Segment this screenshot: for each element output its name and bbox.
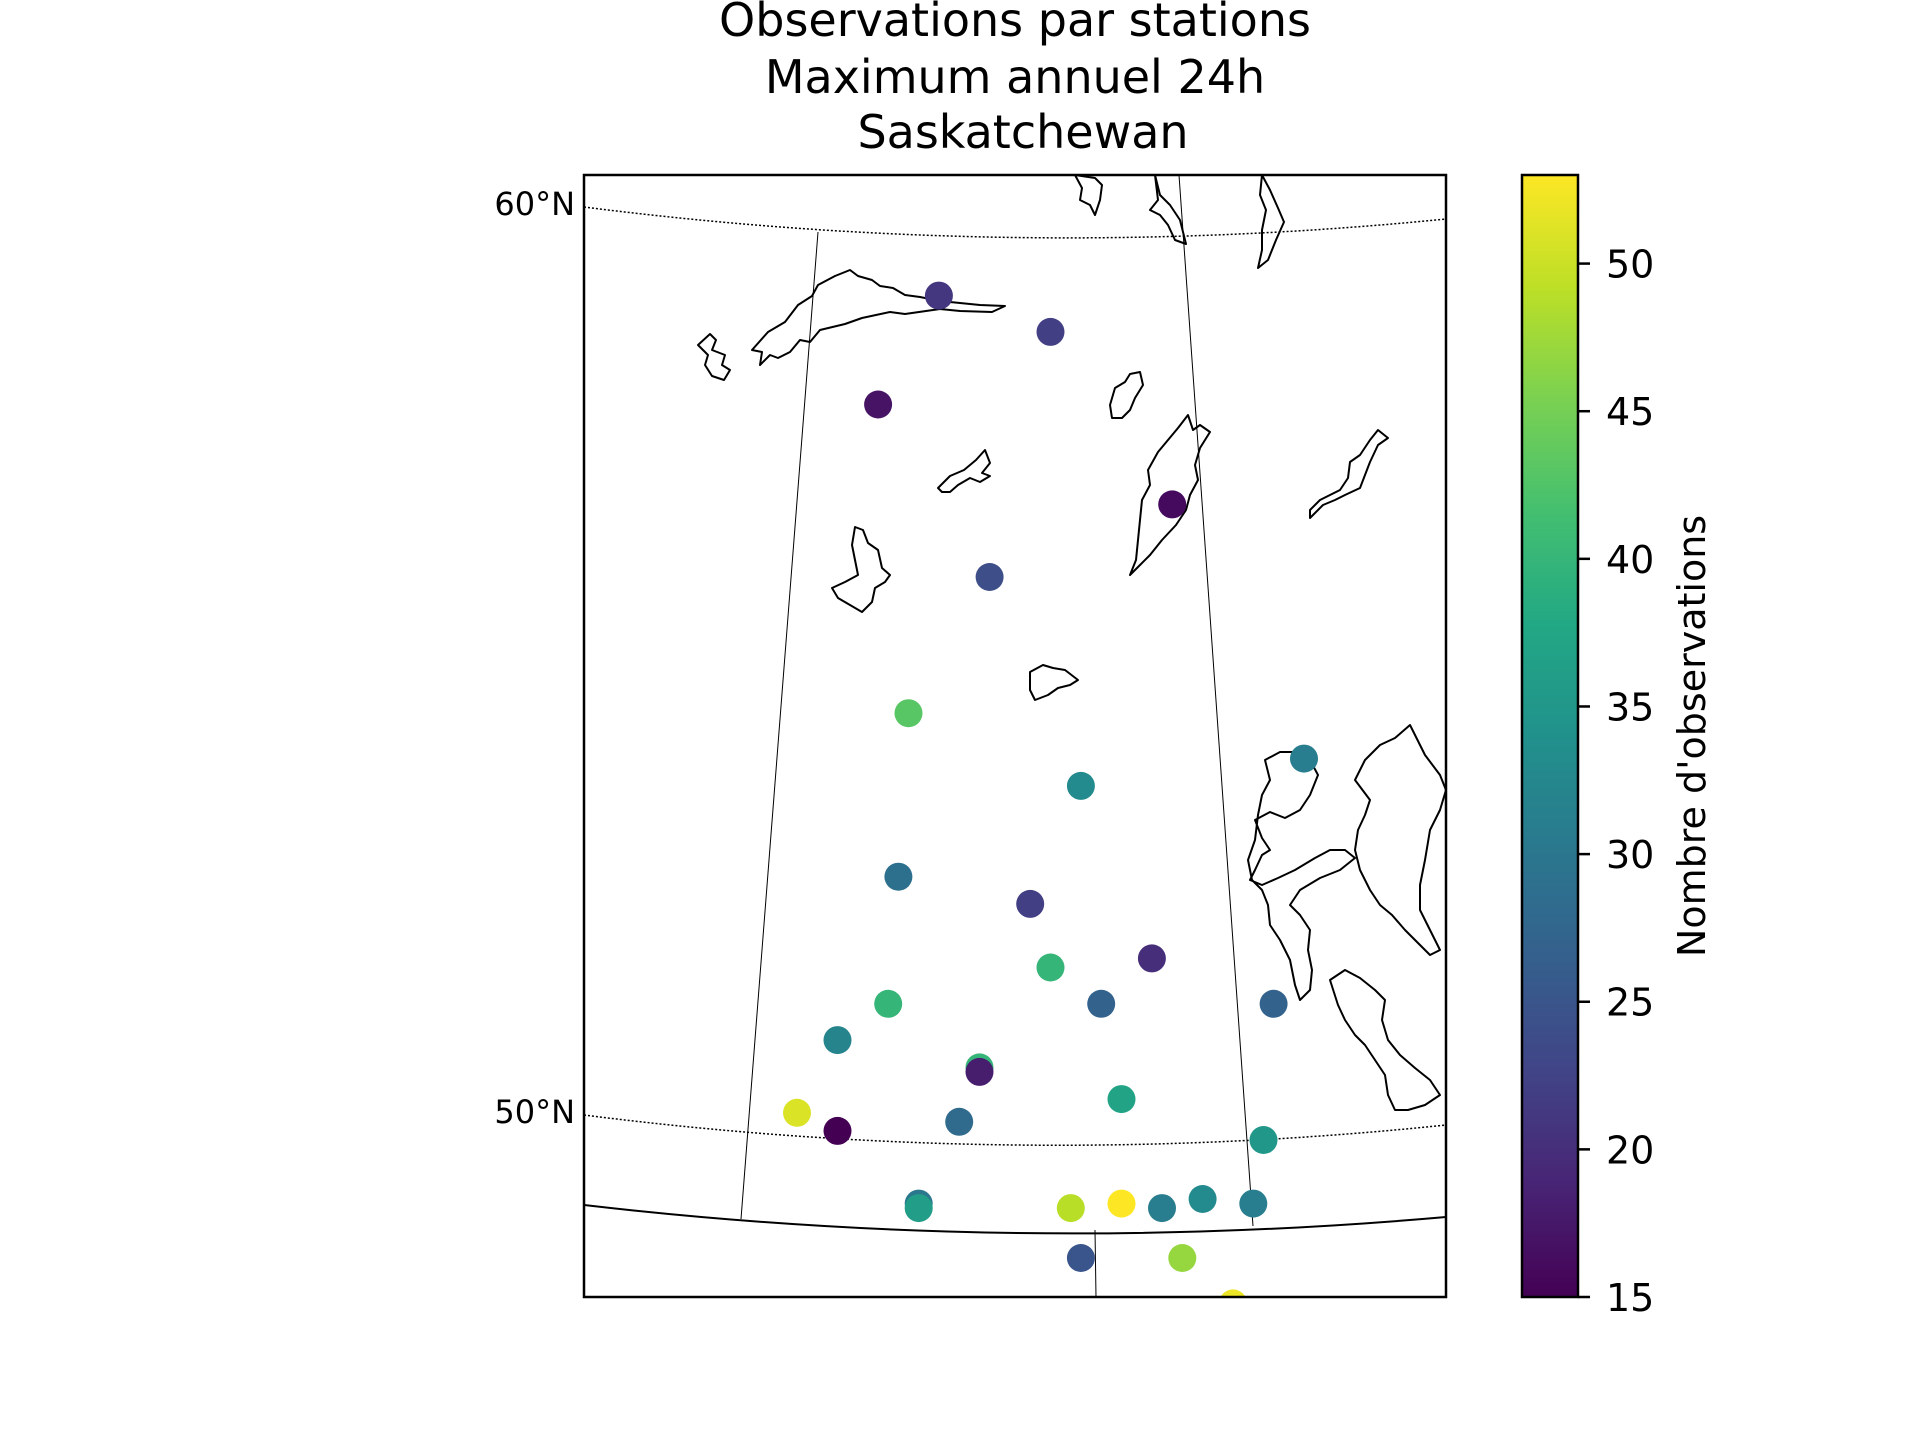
station-marker [1066,771,1095,800]
station-marker [823,1116,852,1145]
station-marker [1036,953,1065,982]
station-marker [884,862,913,891]
lake-churchill [831,526,891,613]
chart-title: Observations par stations Maximum annuel… [719,0,1311,159]
station-marker [1056,1194,1085,1223]
station-marker [1158,490,1187,519]
title-line-1: Observations par stations [719,0,1311,47]
colorbar-tick-label: 25 [1606,981,1654,1025]
station-marker [1259,989,1288,1018]
gridline-lon-center [1094,1229,1097,1297]
title-line-3: Saskatchewan [857,105,1188,159]
lake-reindeer [1129,414,1211,576]
station-marker [1107,1189,1136,1218]
station-markers [783,281,1318,1297]
map-panel: 60°N 50°N [494,173,1448,1299]
station-marker [1168,1244,1197,1272]
lat-label-60: 60°N [494,185,575,223]
lake-montreal [1029,664,1079,701]
lake-ne-1 [1074,175,1103,216]
colorbar-tick-label: 50 [1606,243,1654,287]
border-49n [584,1204,1446,1235]
station-marker [864,390,893,419]
station-marker [1087,989,1116,1018]
lake-ne-3 [1257,175,1285,269]
colorbar-tick-label: 35 [1606,685,1654,729]
station-marker [783,1098,811,1127]
station-marker [1290,744,1318,773]
station-marker [1066,1244,1095,1272]
colorbar-tick-label: 15 [1606,1276,1654,1320]
station-marker [1249,1126,1278,1154]
lat-label-50: 50°N [494,1093,575,1131]
station-marker [1148,1194,1176,1223]
colorbar-ticks: 15 20 25 30 35 40 45 50 [1578,243,1654,1320]
map-frame [582,173,1448,1299]
gridline-lat-60 [584,206,1446,239]
title-line-2: Maximum annuel 24h [765,50,1265,104]
gridline-lat-50 [584,1114,1446,1146]
station-marker [1137,944,1166,973]
station-marker [1016,889,1045,918]
station-marker [1036,317,1065,346]
station-marker [874,989,903,1018]
colorbar-tick-label: 30 [1606,833,1654,877]
lakes-manitoba-1 [1247,751,1356,1001]
map-content [584,175,1446,1297]
colorbar-tick-label: 40 [1606,538,1654,582]
lake-athabasca [751,269,1006,366]
lakes-manitoba-2 [1354,724,1446,956]
lakes-manitoba-3 [1329,969,1441,1111]
colorbar: 15 20 25 30 35 40 45 50 Nombre d'observations [1520,173,1714,1320]
lake-northwest [697,333,731,381]
lake-wollaston [1109,371,1144,419]
station-marker [965,1057,994,1086]
station-marker [823,1026,852,1055]
gridline-lon-west [740,231,819,1220]
station-marker [924,281,953,310]
station-marker [1239,1189,1268,1218]
station-marker [1107,1085,1136,1114]
lake-outlines [697,175,1446,1111]
colorbar-tick-label: 45 [1606,390,1654,434]
colorbar-label: Nombre d'observations [1670,515,1714,957]
station-marker [904,1194,933,1223]
lake-east [1309,429,1389,519]
gridline-lon-east [1178,175,1254,1227]
lake-cree [937,449,991,493]
colorbar-tick-label: 20 [1606,1128,1654,1172]
station-marker [1220,1289,1246,1297]
lake-ne-2 [1149,175,1187,245]
station-marker [975,563,1004,591]
station-marker [894,699,923,728]
station-marker [1188,1185,1217,1213]
colorbar-gradient [1520,173,1580,1299]
station-marker [945,1107,974,1136]
